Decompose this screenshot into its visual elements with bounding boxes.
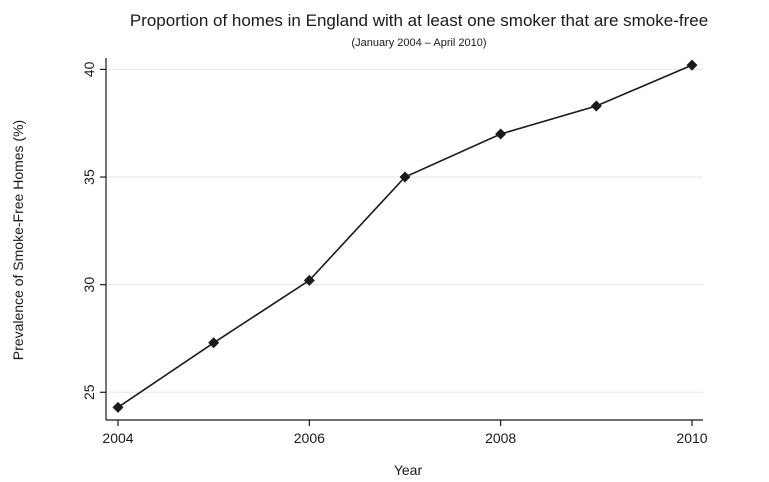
x-tick-label: 2010	[676, 430, 707, 446]
chart-subtitle: (January 2004 – April 2010)	[351, 37, 486, 49]
data-point-2009	[590, 100, 602, 112]
gridlines	[106, 68, 703, 393]
chart-title: Proportion of homes in England with at l…	[130, 11, 708, 30]
y-axis-title: Prevalence of Smoke-Free Homes (%)	[10, 120, 26, 360]
data-point-2005	[208, 337, 220, 349]
y-tick-label: 40	[81, 61, 97, 77]
data-point-2008	[495, 128, 507, 140]
y-tick-label: 30	[81, 277, 97, 293]
data-point-2007	[399, 171, 411, 183]
y-tick-label: 25	[81, 384, 97, 400]
data-point-2006	[303, 274, 315, 286]
x-tick-label: 2008	[485, 430, 516, 446]
x-tick-label: 2004	[102, 430, 133, 446]
x-axis-title: Year	[394, 462, 423, 477]
axes: 25 30 35 40 2004 2006 2008 2010	[81, 58, 708, 446]
data-point-2004	[112, 401, 124, 413]
y-tick-label: 35	[81, 169, 97, 185]
x-tick-label: 2006	[294, 430, 325, 446]
series-line	[117, 64, 693, 408]
data-point-2010	[686, 59, 698, 71]
data-series	[112, 59, 698, 413]
